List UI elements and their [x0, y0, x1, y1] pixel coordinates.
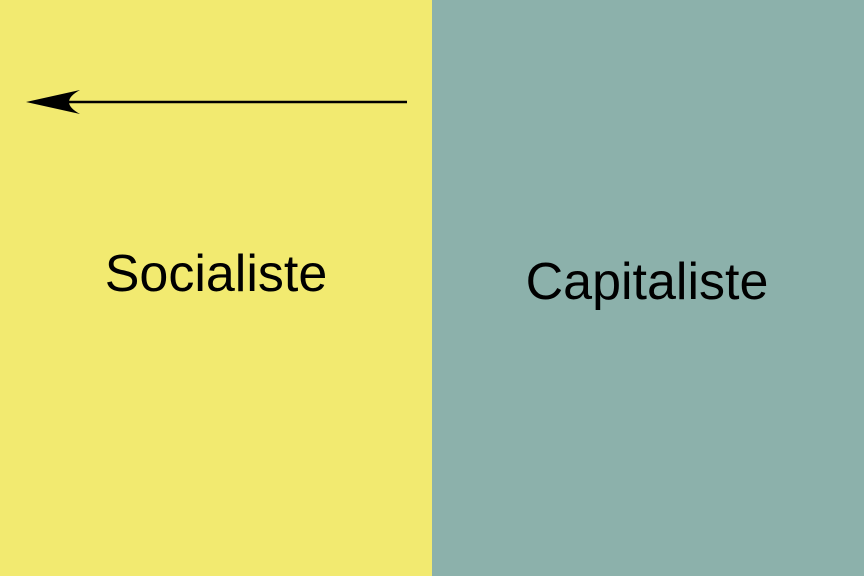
socialist-label: Socialiste: [104, 245, 328, 303]
socialist-panel: Socialiste: [0, 0, 432, 576]
capitalist-panel: Capitaliste: [432, 0, 864, 576]
left-arrow-icon: [26, 90, 407, 114]
capitalist-label: Capitaliste: [525, 253, 769, 311]
